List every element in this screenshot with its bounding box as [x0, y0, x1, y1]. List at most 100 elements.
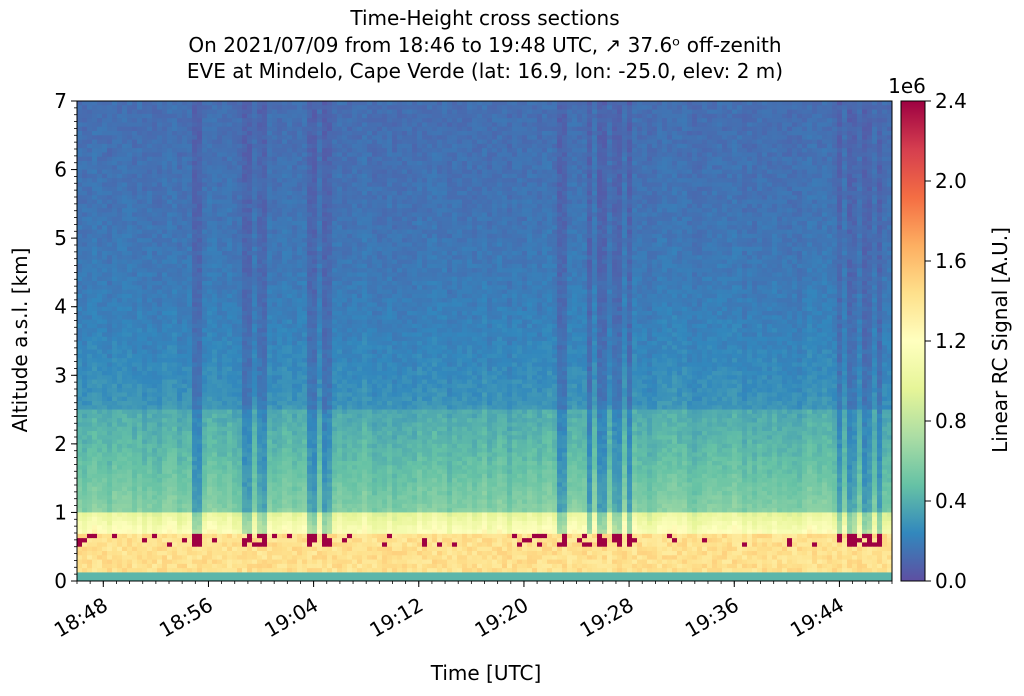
heatmap-cell — [382, 173, 388, 179]
heatmap-cell — [627, 169, 633, 175]
heatmap-cell — [482, 165, 488, 170]
heatmap-cell — [722, 143, 728, 149]
heatmap-cell — [737, 109, 743, 115]
heatmap-cell — [412, 101, 418, 106]
heatmap-cell — [427, 105, 433, 110]
heatmap-cell — [97, 105, 103, 110]
heatmap-cell — [792, 208, 798, 213]
heatmap-cell — [637, 156, 643, 162]
heatmap-cell — [692, 105, 698, 110]
heatmap-cell — [617, 126, 623, 132]
heatmap-cell — [847, 109, 853, 115]
heatmap-cell — [152, 178, 158, 183]
heatmap-cell — [857, 109, 863, 115]
heatmap-cell — [257, 195, 263, 200]
heatmap-cell — [722, 131, 728, 136]
heatmap-cell — [457, 122, 463, 128]
heatmap-cell — [97, 135, 103, 140]
heatmap-cell — [737, 208, 743, 213]
heatmap-cell — [327, 139, 333, 145]
heatmap-cell — [887, 165, 893, 170]
heatmap-cell — [722, 165, 728, 170]
heatmap-cell — [172, 101, 178, 106]
heatmap-cell — [622, 126, 628, 132]
heatmap-cell — [77, 191, 83, 196]
heatmap-cell — [462, 109, 468, 115]
heatmap-cell — [617, 186, 623, 192]
heatmap-cell — [832, 113, 838, 119]
heatmap-cell — [462, 178, 468, 183]
heatmap-cell — [252, 148, 258, 153]
heatmap-cell — [562, 225, 568, 230]
heatmap-cell — [362, 229, 368, 235]
heatmap-cell — [552, 225, 558, 230]
heatmap-cell — [792, 131, 798, 136]
heatmap-cell — [732, 191, 738, 196]
heatmap-cell — [197, 105, 203, 110]
heatmap-cell — [367, 191, 373, 196]
heatmap-cell — [287, 113, 293, 119]
heatmap-cell — [412, 229, 418, 235]
heatmap-cell — [587, 156, 593, 162]
heatmap-cell — [762, 131, 768, 136]
heatmap-cell — [887, 135, 893, 140]
heatmap-cell — [417, 221, 423, 226]
heatmap-cell — [217, 203, 223, 209]
heatmap-cell — [567, 165, 573, 170]
heatmap-cell — [777, 139, 783, 145]
heatmap-cell — [887, 169, 893, 175]
heatmap-cell — [537, 105, 543, 110]
heatmap-cell — [492, 216, 498, 222]
heatmap-cell — [402, 105, 408, 110]
heatmap-cell — [877, 186, 883, 192]
heatmap-cell — [462, 118, 468, 123]
heatmap-cell — [502, 152, 508, 158]
heatmap-cell — [197, 221, 203, 226]
heatmap-cell — [462, 113, 468, 119]
heatmap-cell — [467, 225, 473, 230]
heatmap-cell — [442, 229, 448, 235]
heatmap-cell — [452, 199, 458, 205]
heatmap-cell — [537, 143, 543, 149]
heatmap-cell — [867, 143, 873, 149]
heatmap-cell — [157, 165, 163, 170]
heatmap-cell — [737, 101, 743, 106]
heatmap-cell — [772, 109, 778, 115]
heatmap-cell — [432, 178, 438, 183]
heatmap-cell — [552, 118, 558, 123]
heatmap-cell — [872, 173, 878, 179]
heatmap-cell — [727, 126, 733, 132]
heatmap-cell — [97, 191, 103, 196]
heatmap-cell — [587, 101, 593, 106]
heatmap-cell — [92, 131, 98, 136]
heatmap-cell — [782, 109, 788, 115]
heatmap-cell — [452, 101, 458, 106]
heatmap-cell — [357, 229, 363, 235]
heatmap-cell — [377, 126, 383, 132]
heatmap-cell — [657, 221, 663, 226]
heatmap-cell — [372, 161, 378, 166]
heatmap-cell — [97, 113, 103, 119]
heatmap-cell — [307, 229, 313, 235]
heatmap-cell — [767, 156, 773, 162]
heatmap-cell — [237, 182, 243, 188]
heatmap-cell — [812, 101, 818, 106]
heatmap-cell — [417, 109, 423, 115]
heatmap-cell — [347, 113, 353, 119]
heatmap-cell — [727, 212, 733, 218]
heatmap-cell — [722, 118, 728, 123]
heatmap-cell — [367, 148, 373, 153]
heatmap-cell — [537, 178, 543, 183]
heatmap-cell — [497, 221, 503, 226]
heatmap-cell — [872, 139, 878, 145]
heatmap-cell — [182, 118, 188, 123]
heatmap-cell — [727, 195, 733, 200]
heatmap-cell — [267, 182, 273, 188]
heatmap-cell — [372, 122, 378, 128]
heatmap-cell — [272, 156, 278, 162]
heatmap-cell — [127, 178, 133, 183]
heatmap-cell — [727, 161, 733, 166]
heatmap-cell — [97, 225, 103, 230]
heatmap-cell — [212, 126, 218, 132]
heatmap-cell — [167, 229, 173, 235]
